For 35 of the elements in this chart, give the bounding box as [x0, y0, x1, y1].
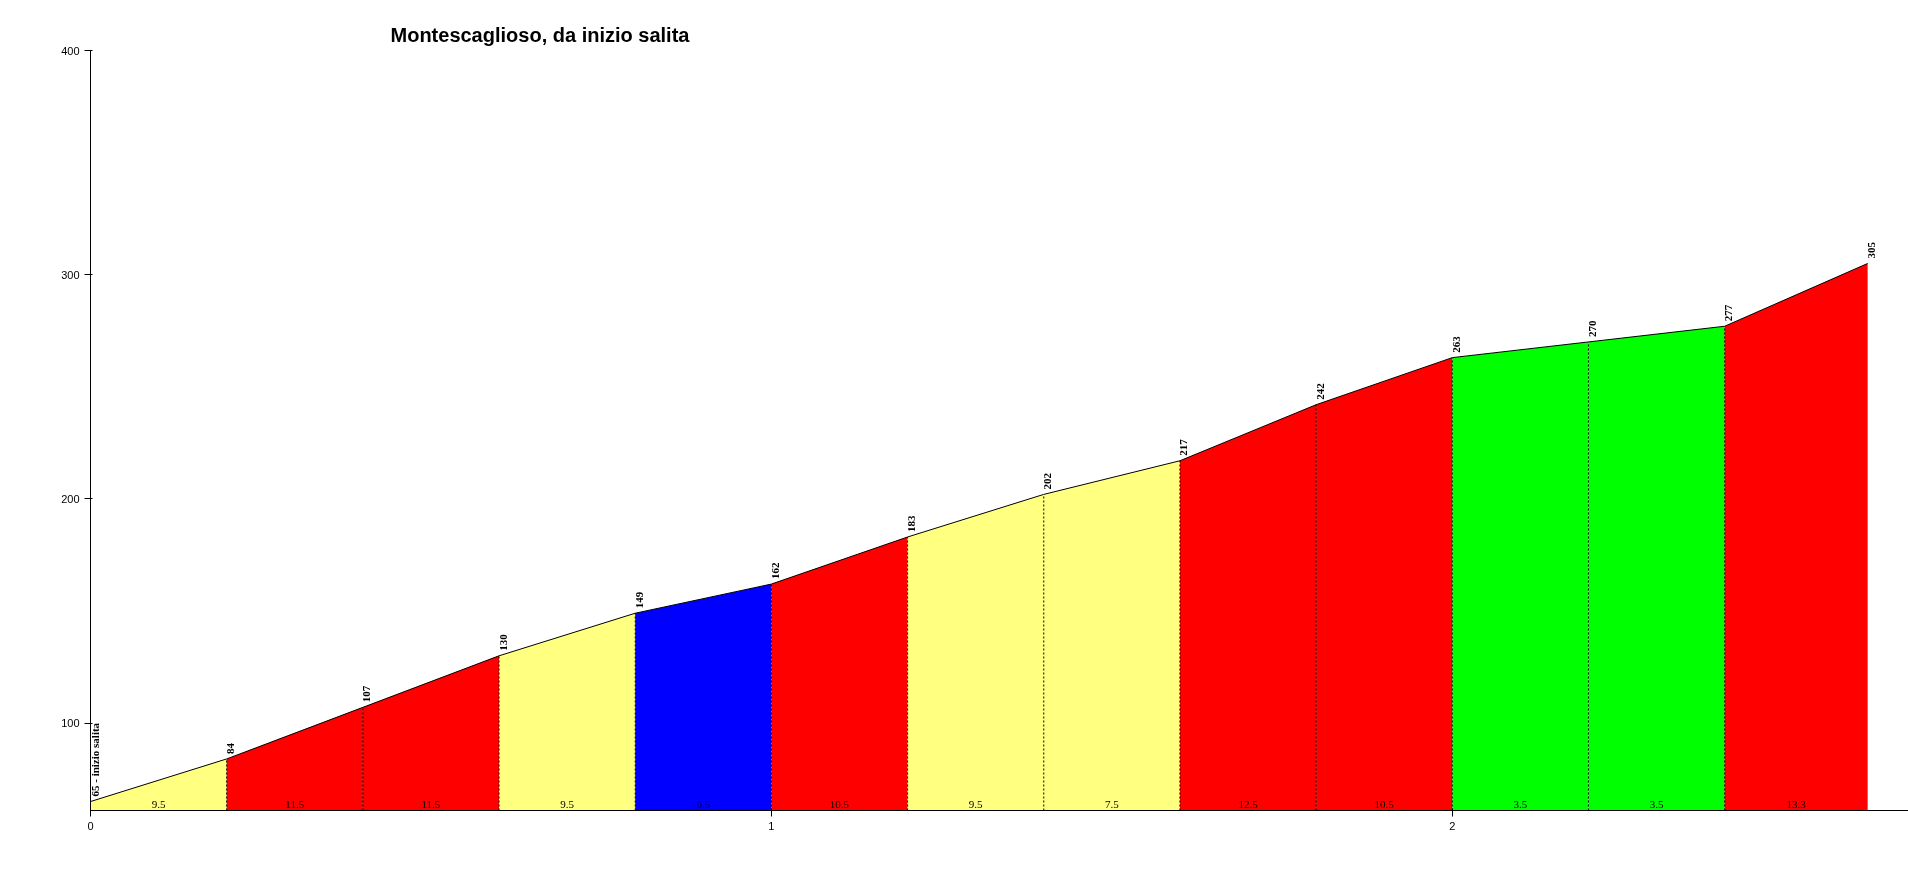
data-label: 270 — [1585, 319, 1598, 337]
chart-title: Montescaglioso, da inizio salita — [390, 23, 691, 46]
annotation: 9.5 — [968, 797, 984, 810]
y-tick-label: 400 — [61, 44, 80, 57]
data-label: 242 — [1313, 382, 1326, 400]
annotation: 11.5 — [421, 797, 441, 810]
data-label: 202 — [1041, 472, 1054, 490]
data-label: 277 — [1722, 304, 1735, 322]
y-tick-label: 100 — [61, 717, 80, 730]
data-label: 263 — [1449, 335, 1462, 353]
data-label: 65 - inizio salita — [88, 722, 101, 797]
annotation: 3.5 — [1513, 797, 1528, 810]
x-tick-label: 1 — [768, 819, 775, 832]
data-label: 162 — [768, 562, 781, 580]
y-tick-label: 300 — [61, 268, 80, 281]
annotation: 6.5 — [696, 797, 711, 810]
data-label: 84 — [224, 742, 237, 754]
data-label: 107 — [360, 685, 373, 703]
x-tick-label: 2 — [1449, 819, 1456, 832]
annotation: 11.5 — [285, 797, 305, 810]
x-tick-label: 0 — [87, 819, 94, 832]
data-label: 305 — [1865, 241, 1878, 259]
data-label: 217 — [1177, 438, 1190, 456]
data-label: 183 — [905, 514, 918, 532]
data-label: 149 — [632, 591, 645, 609]
annotation: 9.5 — [151, 797, 166, 810]
annotation: 13.3 — [1786, 797, 1807, 810]
annotation: 7.5 — [1104, 797, 1120, 810]
annotation: 10.5 — [829, 797, 850, 810]
annotation: 9.5 — [560, 797, 575, 810]
data-label: 130 — [496, 633, 509, 651]
annotation: 12.5 — [1238, 797, 1259, 810]
y-tick-label: 200 — [61, 492, 80, 505]
annotation: 3.5 — [1649, 797, 1664, 810]
annotation: 10.5 — [1374, 797, 1395, 810]
